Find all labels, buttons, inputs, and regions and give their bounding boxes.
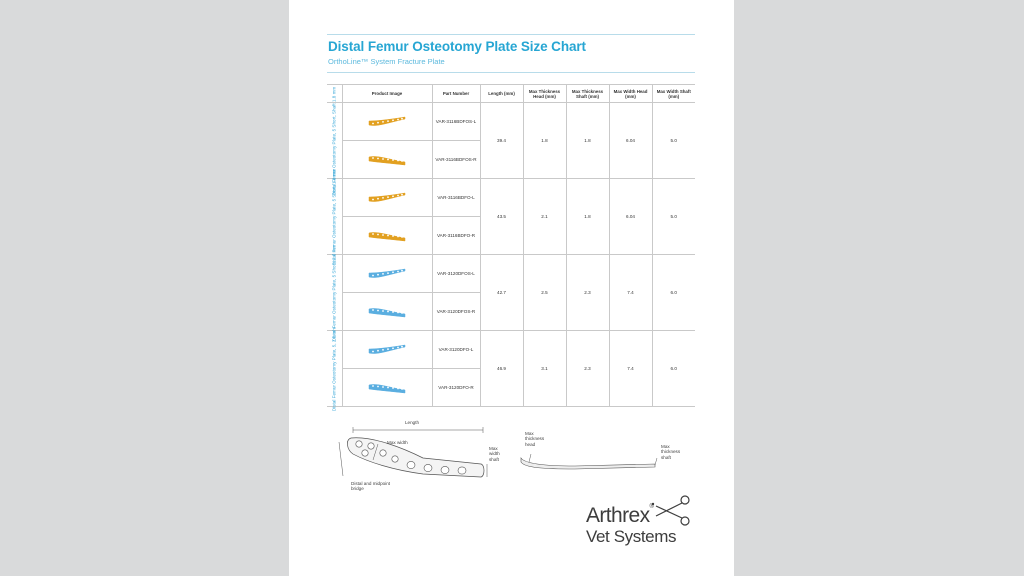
logo-line1: Arthrex® [586,504,654,527]
part-number-cell: VAR-3116BDFO-L [431,178,481,217]
table-row: Distal Femur Osteotomy Plate, 5 Short, 1… [327,168,695,265]
header-width-shaft: Max Width Shaft (mm) [651,84,695,103]
arthrex-logo: Arthrex® Vet Systems [586,494,698,554]
plate-product-image [368,155,406,165]
table-body: Distal Femur Osteotomy Plate, 5 Short, S… [327,86,695,411]
plate-product-image [368,268,406,278]
header-thickness-head: Max Thickness Head (mm) [522,84,567,103]
max-width-shaft-label: Max width shaft [489,446,500,462]
product-image-cell [341,330,433,369]
group-label-cell: Distal Femur Osteotomy Plate, 5, 2.0 mm [327,326,343,411]
thick-head-cell: 1.8 [522,102,567,179]
product-image-cell [341,292,433,331]
product-image-cell [341,102,433,141]
plate-product-image [368,116,406,126]
plate-product-image [368,344,406,354]
part-number-cell: VAR-3116BDFOS-L [431,102,481,141]
group-label-cell: Distal Femur Osteotomy Plate, 5 Short, 2… [327,244,343,341]
table-row: Distal Femur Osteotomy Plate, 5 Short, 2… [327,244,695,341]
part-number-cell: VAR-3116BDFO-R [431,216,481,255]
max-width-label: Max width [387,440,408,445]
header-width-head: Max Width Head (mm) [608,84,652,103]
size-chart-table: Product Image Part Number Length (mm) Ma… [327,84,695,411]
length-cell: 46.9 [479,330,524,407]
plate-product-image [368,383,406,393]
width-head-cell: 7.4 [608,254,653,331]
top-rule [327,34,695,35]
product-image-cell [341,254,433,293]
group-label-cell: Distal Femur Osteotomy Plate, 5 Short, S… [327,86,343,195]
plate-outline [347,437,485,478]
product-image-cell [341,178,433,217]
part-number-cell: VAR-3116BDFOS-R [431,140,481,179]
logo-line2: Vet Systems [586,527,677,546]
part-number-cell: VAR-3120DFOS-R [431,292,481,331]
group-label: Distal Femur Osteotomy Plate, 5, 2.0 mm [331,326,337,411]
max-thickness-shaft-label: Max thickness shaft [661,444,681,460]
plate-product-image [368,307,406,317]
part-number-cell: VAR-3120DFOS-L [431,254,481,293]
width-head-cell: 6.04 [608,178,653,255]
plate-product-image [368,192,406,202]
document-page: Distal Femur Osteotomy Plate Size Chart … [289,0,734,576]
part-number-cell: VAR-3120DFO-R [431,368,481,407]
title-rule [327,72,695,73]
plate-dimension-diagram [338,427,488,478]
header-thickness-shaft: Max Thickness Shaft (mm) [565,84,610,103]
product-image-cell [341,140,433,179]
width-head-cell: 6.04 [608,102,653,179]
thick-shaft-cell: 2.3 [565,330,610,407]
plate-product-image [368,231,406,241]
max-thickness-head-label: Max thickness head [525,431,545,447]
thick-shaft-cell: 1.8 [565,102,610,179]
group-label-cell: Distal Femur Osteotomy Plate, 5 Short, 1… [327,168,343,265]
arthrex-scissors-logo-mark [651,495,690,526]
page-title: Distal Femur Osteotomy Plate Size Chart [328,39,586,54]
width-head-cell: 7.4 [608,330,653,407]
header-product-image: Product Image [341,84,433,103]
length-cell: 42.7 [479,254,524,331]
header-part-number: Part Number [431,84,481,103]
product-image-cell [341,216,433,255]
thick-head-cell: 2.1 [522,178,567,255]
width-shaft-cell: 5.0 [651,178,695,255]
thick-head-cell: 3.1 [522,330,567,407]
table-row: Distal Femur Osteotomy Plate, 5 Short, S… [327,86,695,195]
thick-shaft-cell: 1.8 [565,178,610,255]
plate-profile-diagram [520,453,658,470]
table-row: VAR-3120DFO-R [327,368,695,407]
table-header-row: Product Image Part Number Length (mm) Ma… [327,84,695,103]
length-cell: 43.5 [479,178,524,255]
part-number-cell: VAR-3120DFO-L [431,330,481,369]
table-row: Distal Femur Osteotomy Plate, 5, 2.0 mm … [327,326,695,411]
header-length: Length (mm) [479,84,524,103]
width-shaft-cell: 5.0 [651,102,695,179]
table-row: VAR-3116BDFO-R [327,216,695,255]
length-cell: 39.4 [479,102,524,179]
width-shaft-cell: 6.0 [651,330,695,407]
length-label: Length [405,420,420,425]
bridge-label: Distal and midpoint bridge [351,481,391,492]
width-shaft-cell: 6.0 [651,254,695,331]
thick-shaft-cell: 2.3 [565,254,610,331]
profile-outline [520,457,656,470]
page-subtitle: OrthoLine™ System Fracture Plate [328,57,445,66]
thick-head-cell: 2.5 [522,254,567,331]
product-image-cell [341,368,433,407]
